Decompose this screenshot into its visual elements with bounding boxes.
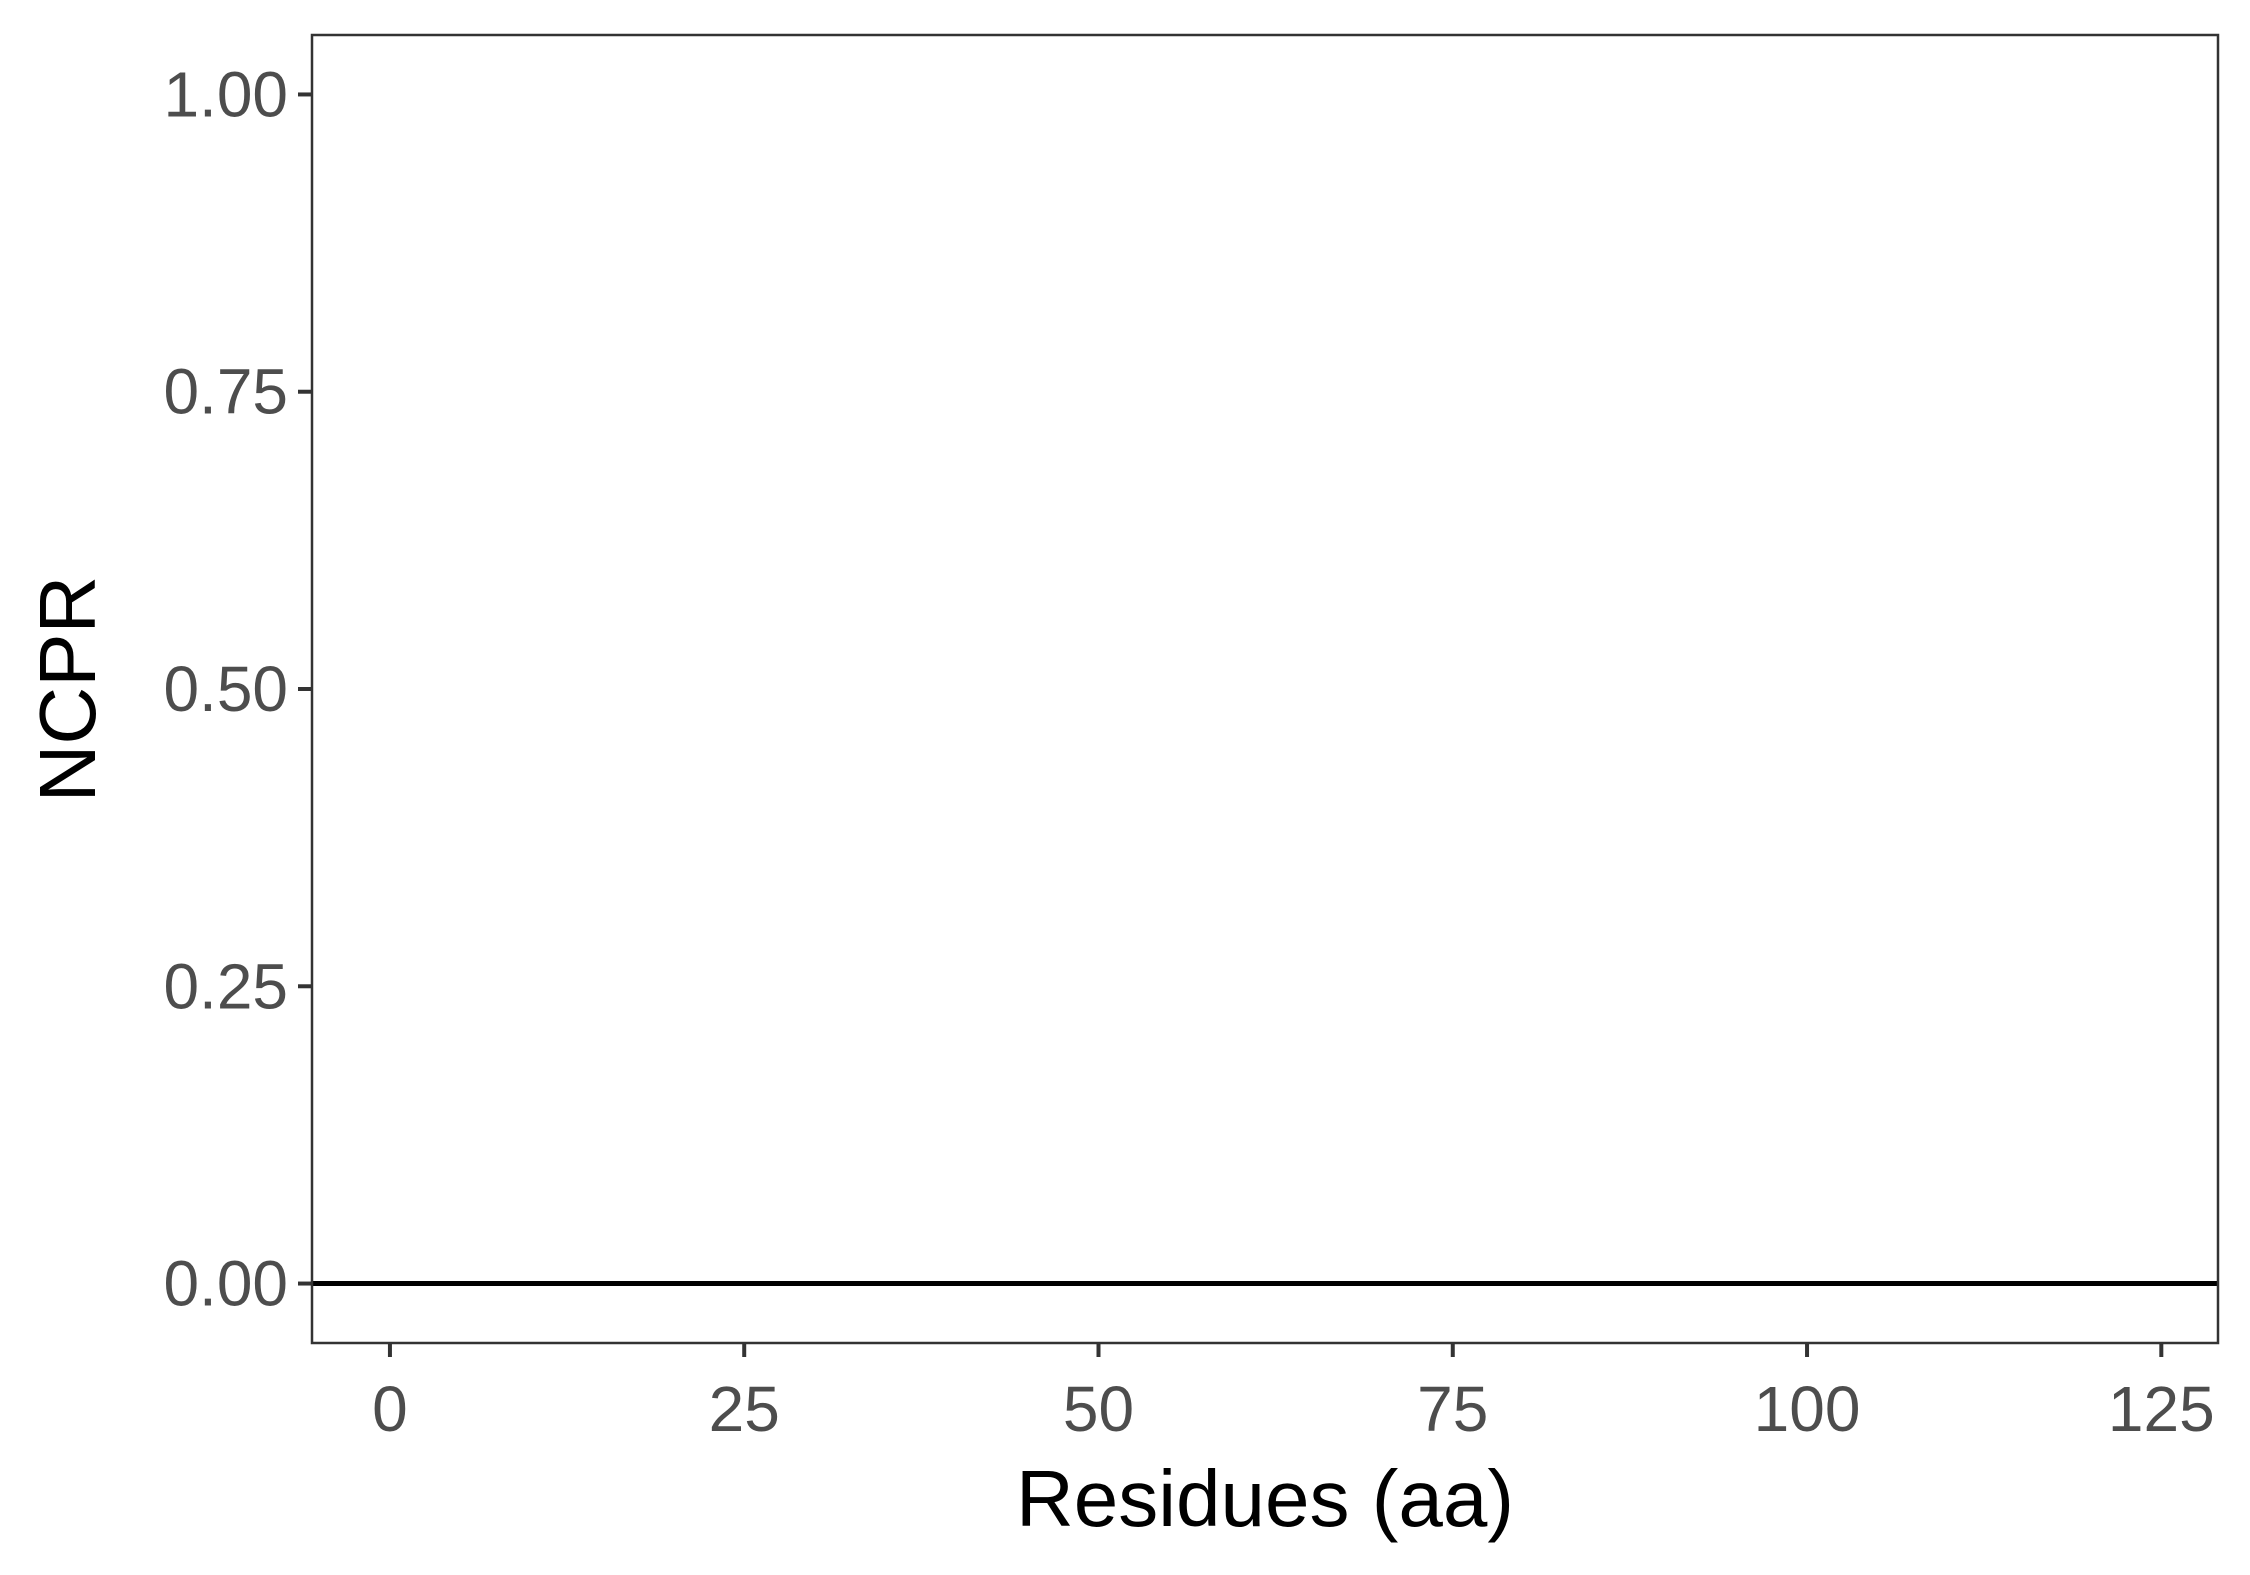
y-tick-label-0: 0.00 — [163, 1248, 288, 1320]
x-tick-label-2: 50 — [1063, 1373, 1134, 1445]
x-tick-label-0: 0 — [372, 1373, 408, 1445]
y-tick-label-2: 0.50 — [163, 653, 288, 725]
plot-panel-border — [310, 33, 2220, 1345]
x-tick-label-3: 75 — [1417, 1373, 1488, 1445]
y-tick-label-4: 1.00 — [163, 58, 288, 130]
y-tick-label-3: 0.75 — [163, 356, 288, 428]
x-tick-label-1: 25 — [709, 1373, 780, 1445]
y-tick-label-1: 0.25 — [163, 950, 288, 1022]
x-tick-label-4: 100 — [1754, 1373, 1861, 1445]
x-tick-label-5: 125 — [2108, 1373, 2215, 1445]
y-axis-ticks: 0.00 0.25 0.50 0.75 1.00 — [163, 58, 312, 1320]
x-axis-title: Residues (aa) — [1016, 1454, 1514, 1543]
y-axis-title: NCPR — [23, 576, 112, 803]
x-axis-ticks: 0 25 50 75 100 125 — [372, 1343, 2215, 1445]
